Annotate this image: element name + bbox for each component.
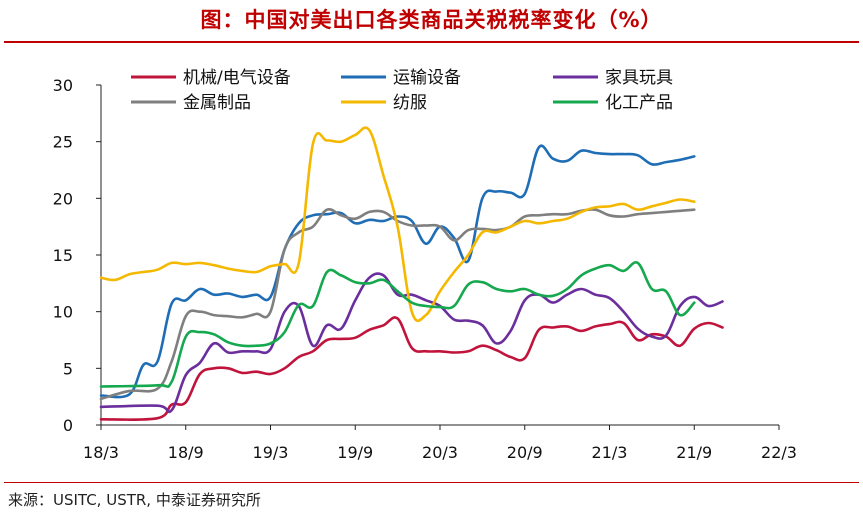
x-tick-label: 19/9 bbox=[337, 443, 373, 462]
x-tick-label: 21/3 bbox=[592, 443, 628, 462]
y-tick-label: 15 bbox=[53, 246, 73, 265]
y-tick-label: 0 bbox=[63, 416, 73, 435]
title-divider bbox=[4, 41, 859, 43]
series-line-6 bbox=[99, 261, 696, 388]
y-tick-label: 20 bbox=[53, 189, 73, 208]
chart-title: 图：中国对美出口各类商品关税税率变化（%） bbox=[200, 8, 663, 32]
series-line-2 bbox=[99, 144, 696, 399]
x-tick-label: 20/3 bbox=[422, 443, 458, 462]
legend-label: 金属制品 bbox=[183, 93, 251, 113]
x-tick-label: 22/3 bbox=[761, 443, 797, 462]
axes: 0 5 10 15 20 25 30 18/3 18/9 19/3 19/9 20/3 20/9 21/3… bbox=[53, 76, 797, 462]
series-line-4 bbox=[99, 207, 696, 401]
y-tick-label: 30 bbox=[53, 76, 73, 95]
series-lines bbox=[99, 126, 724, 421]
y-tick-label: 5 bbox=[63, 359, 73, 378]
x-tick-label: 21/9 bbox=[676, 443, 712, 462]
legend-label: 纺服 bbox=[393, 93, 427, 113]
legend-label: 家具玩具 bbox=[605, 68, 673, 88]
legend-label: 化工产品 bbox=[605, 93, 673, 113]
x-tick-label: 18/9 bbox=[168, 443, 204, 462]
y-tick-label: 10 bbox=[53, 303, 73, 322]
series-line-5 bbox=[99, 126, 696, 323]
x-tick-label: 20/9 bbox=[507, 443, 543, 462]
legend-label: 运输设备 bbox=[393, 68, 461, 88]
series-line-1 bbox=[99, 316, 724, 421]
footer-divider bbox=[4, 482, 859, 483]
y-tick-label: 25 bbox=[53, 133, 73, 152]
source-note: 来源：USITC, USTR, 中泰证券研究所 bbox=[8, 491, 261, 509]
legend-label: 机械/电气设备 bbox=[183, 68, 291, 88]
x-tick-label: 19/3 bbox=[253, 443, 289, 462]
x-tick-label: 18/3 bbox=[83, 443, 119, 462]
